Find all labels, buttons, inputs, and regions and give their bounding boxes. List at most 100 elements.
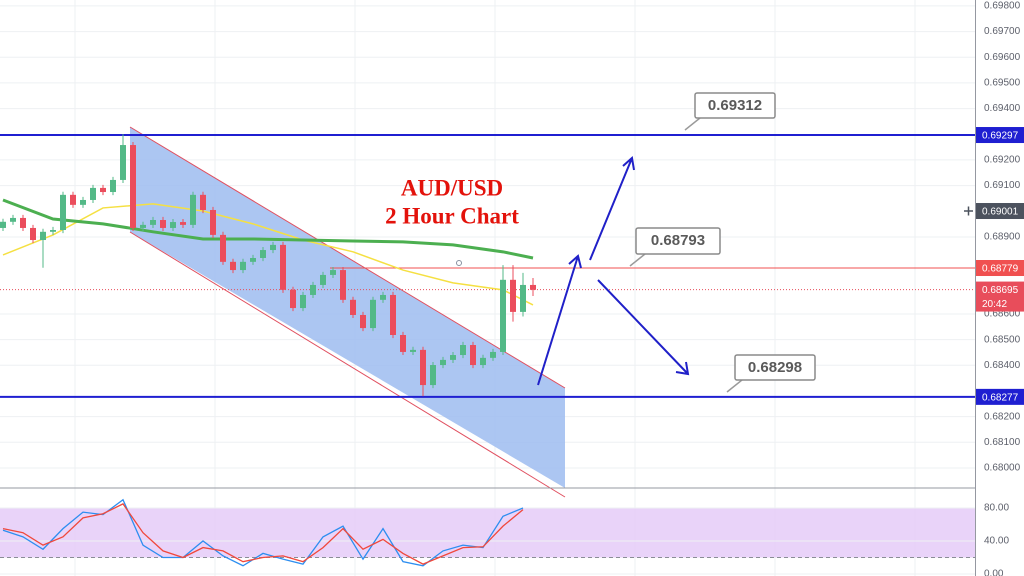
candle-body: [40, 231, 46, 241]
y-tick-label: 40.00: [984, 536, 1009, 547]
candle-body: [250, 257, 256, 262]
candle-body: [220, 234, 226, 262]
candle-body: [440, 359, 446, 366]
candle-body: [80, 199, 86, 205]
candle-body: [210, 209, 216, 235]
arrow: [589, 156, 635, 261]
candle-body: [500, 279, 506, 352]
candle-body: [420, 349, 426, 386]
candle-body: [390, 294, 396, 336]
candle-body: [490, 351, 496, 358]
candle-body: [410, 349, 416, 352]
candle-body: [340, 270, 346, 300]
y-tick-label: 0.69700: [984, 26, 1021, 37]
horizontal-grid: [0, 5, 975, 469]
candle-body: [200, 194, 206, 210]
candle-body: [230, 261, 236, 271]
y-tick-label: 0.68100: [984, 437, 1021, 448]
candle-body: [430, 365, 436, 386]
candle-body: [190, 194, 196, 225]
moving-average: [2, 198, 534, 260]
candle-body: [280, 244, 286, 290]
channel-edge: [129, 231, 566, 498]
candle-body: [370, 299, 376, 329]
chart-subtitle: 2 Hour Chart: [385, 203, 519, 228]
candle-body: [110, 179, 116, 193]
y-tick-label: 0.69400: [984, 103, 1021, 114]
candle-body: [0, 221, 6, 228]
moving-average: [2, 203, 534, 306]
y-tick-label: 80.00: [984, 503, 1009, 514]
y-tick-label: 0.69800: [984, 1, 1021, 12]
price-tag-label: 0.69297: [982, 131, 1019, 142]
candle-body: [140, 224, 146, 228]
y-tick-label: 0.68200: [984, 411, 1021, 422]
y-tick-label: 0.69600: [984, 52, 1021, 63]
oscillator-line: [2, 503, 524, 565]
band: [0, 507, 975, 558]
candle-body: [350, 299, 356, 315]
price-tag-label: 0.68277: [982, 393, 1019, 404]
y-tick-label: 0.68600: [984, 309, 1021, 320]
y-tick-label: 0.68900: [984, 232, 1021, 243]
arrow: [597, 279, 690, 376]
candle-body: [270, 244, 276, 251]
candle-body: [460, 345, 466, 356]
candle-body: [160, 219, 166, 228]
arrows: [537, 156, 690, 386]
oscillator: [0, 498, 975, 575]
levels: [0, 134, 975, 398]
candle-body: [120, 145, 126, 180]
y-tick-label: 0.69100: [984, 180, 1021, 191]
channel-edge: [129, 126, 566, 389]
y-tick-label: 0.68000: [984, 463, 1021, 474]
price-tag: [976, 260, 1024, 277]
candle-body: [480, 357, 486, 366]
crosshair-icon: [964, 206, 973, 216]
candle-body: [70, 194, 76, 205]
crosshair-label: 0.69001: [982, 207, 1019, 218]
price-tag: [976, 388, 1024, 405]
candle-body: [400, 335, 406, 352]
candle-body: [530, 284, 536, 290]
candle-body: [330, 270, 336, 275]
candle-body: [310, 284, 316, 295]
price-tag: [976, 281, 1024, 312]
leader: [629, 253, 646, 267]
price-tag-label: 0.68779: [982, 264, 1019, 275]
candle-body: [520, 284, 526, 312]
candle-body: [50, 230, 56, 232]
callout-label: 0.68793: [651, 232, 705, 249]
candle-body: [60, 194, 66, 231]
price-tag-label: 0.68695: [982, 285, 1019, 296]
callout-label: 0.69312: [708, 97, 762, 114]
callout-box: [694, 92, 776, 119]
price-tag: [976, 127, 1024, 144]
candle-body: [150, 219, 156, 225]
candle-body: [240, 261, 246, 271]
candle-body: [450, 355, 456, 360]
leader: [684, 117, 701, 131]
candle-body: [180, 222, 186, 225]
candle-body: [470, 345, 476, 366]
candle-body: [320, 274, 326, 285]
leader: [726, 379, 743, 393]
candle-body: [360, 314, 366, 329]
axis-labels: 0.69800 0.69700 0.69600 0.69500 0.69400 0.692…: [964, 1, 1024, 576]
candles: [0, 134, 536, 397]
callout-box: [734, 354, 816, 381]
crosshair-tag: [976, 203, 1024, 220]
y-tick-label: 0.68500: [984, 334, 1021, 345]
handle: [456, 260, 462, 266]
candle-body: [30, 227, 36, 241]
candle-body: [290, 289, 296, 309]
candle-body: [90, 187, 96, 200]
candle-body: [10, 217, 16, 222]
candle-body: [260, 250, 266, 258]
candle-body: [20, 217, 26, 228]
countdown-label: 20:42: [982, 299, 1007, 310]
candle-body: [510, 279, 516, 312]
callouts: 0.69312 0.68793 0.68298: [629, 92, 816, 393]
y-tick-label: 0.69500: [984, 78, 1021, 89]
